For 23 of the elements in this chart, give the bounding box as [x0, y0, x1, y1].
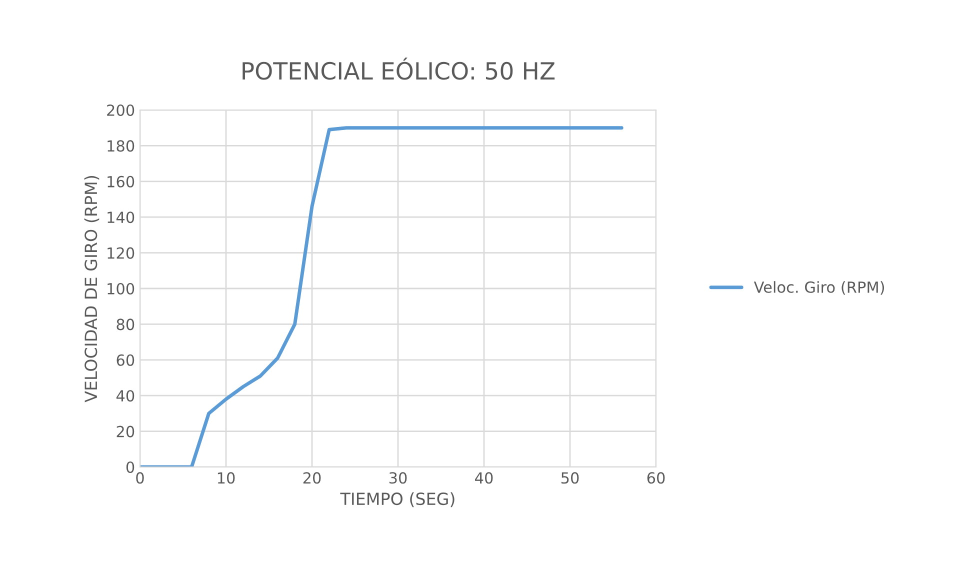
y-tick-label: 0: [126, 461, 134, 474]
x-axis-title: TIEMPO (SEG): [340, 492, 454, 508]
y-tick-label: 80: [116, 318, 134, 330]
x-tick-label: 20: [303, 472, 321, 484]
y-tick-label: 20: [116, 426, 134, 438]
y-tick-label: 60: [116, 354, 134, 366]
y-tick-label: 100: [108, 282, 134, 295]
y-tick-label: 120: [108, 247, 134, 259]
x-tick-label: 0: [136, 472, 144, 484]
x-tick-label: 30: [389, 472, 407, 484]
y-tick-label: 160: [108, 176, 134, 188]
y-tick-label: 180: [108, 140, 134, 152]
x-tick-label: 60: [647, 472, 665, 484]
x-tick-label: 10: [218, 472, 235, 484]
legend-label: Veloc. Giro (RPM): [754, 281, 884, 295]
y-axis-title: VELOCIDAD DE GIRO (RPM): [84, 176, 100, 402]
chart-title: POTENCIAL EÓLICO: 50 HZ: [242, 58, 555, 80]
x-tick-label: 40: [475, 472, 493, 484]
y-tick-label: 40: [116, 390, 134, 402]
line-series: [140, 126, 624, 467]
y-tick-label: 140: [108, 212, 134, 224]
y-tick-label: 200: [107, 104, 134, 116]
x-tick-label: 50: [561, 472, 579, 484]
